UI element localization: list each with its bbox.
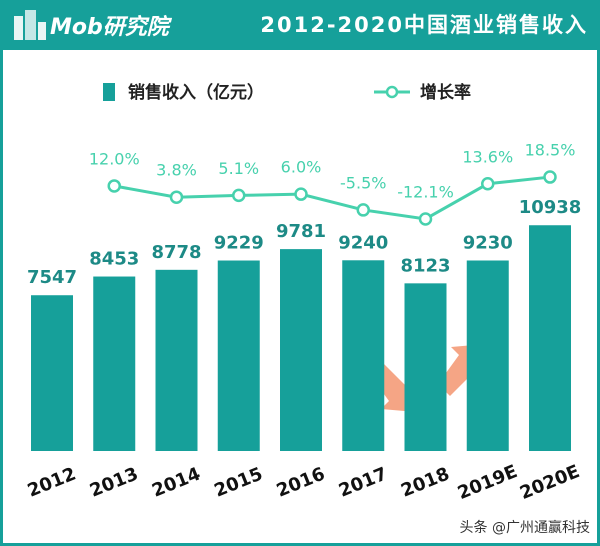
growth-value-label: -12.1% xyxy=(397,182,454,201)
logo-icon xyxy=(14,10,46,40)
legend-label: 销售收入（亿元） xyxy=(128,82,264,103)
growth-line xyxy=(113,175,551,221)
growth-value-label: 18.5% xyxy=(525,141,576,160)
bar xyxy=(217,260,260,451)
bar-value-label: 8453 xyxy=(89,249,139,270)
bar xyxy=(342,260,385,451)
growth-marker xyxy=(481,177,495,191)
growth-marker xyxy=(418,212,433,226)
bar-value-label: 8123 xyxy=(400,255,450,276)
growth-marker xyxy=(107,179,121,193)
growth-marker xyxy=(232,188,246,203)
bar xyxy=(155,269,198,451)
growth-marker xyxy=(169,190,184,204)
growth-marker xyxy=(543,170,557,184)
bar-value-label: 9781 xyxy=(276,221,326,242)
legend-swatch-marker xyxy=(385,85,399,99)
logo-text: Mob研究院 xyxy=(50,14,173,40)
bar xyxy=(93,276,136,451)
legend-swatch-bar xyxy=(103,83,115,101)
bar xyxy=(529,225,571,451)
growth-marker xyxy=(356,203,370,217)
bar-value-label: 9230 xyxy=(463,232,513,253)
growth-value-label: 12.0% xyxy=(89,149,140,168)
bar xyxy=(404,283,447,451)
growth-value-label: 13.6% xyxy=(462,147,513,166)
bar-value-label: 7547 xyxy=(27,267,77,288)
growth-value-label: 3.8% xyxy=(156,161,197,180)
bar xyxy=(466,260,509,451)
header-band xyxy=(0,0,600,50)
growth-value-label: 6.0% xyxy=(281,158,322,177)
legend: 销售收入（亿元） 增长率 xyxy=(103,82,471,103)
bar xyxy=(31,295,73,451)
bar-value-label: 9240 xyxy=(338,232,388,253)
legend-label: 增长率 xyxy=(420,82,471,103)
bar-value-label: 8778 xyxy=(151,242,201,263)
chart-title: 2012-2020中国酒业销售收入 xyxy=(260,13,588,37)
watermark: 头条 @广州通赢科技 xyxy=(460,519,590,536)
growth-value-label: 5.1% xyxy=(218,159,259,178)
bar-value-label: 9229 xyxy=(214,233,264,254)
growth-marker xyxy=(294,187,308,201)
bar-value-label: 10938 xyxy=(519,197,582,218)
bar xyxy=(280,249,322,451)
growth-value-label: -5.5% xyxy=(340,173,386,192)
